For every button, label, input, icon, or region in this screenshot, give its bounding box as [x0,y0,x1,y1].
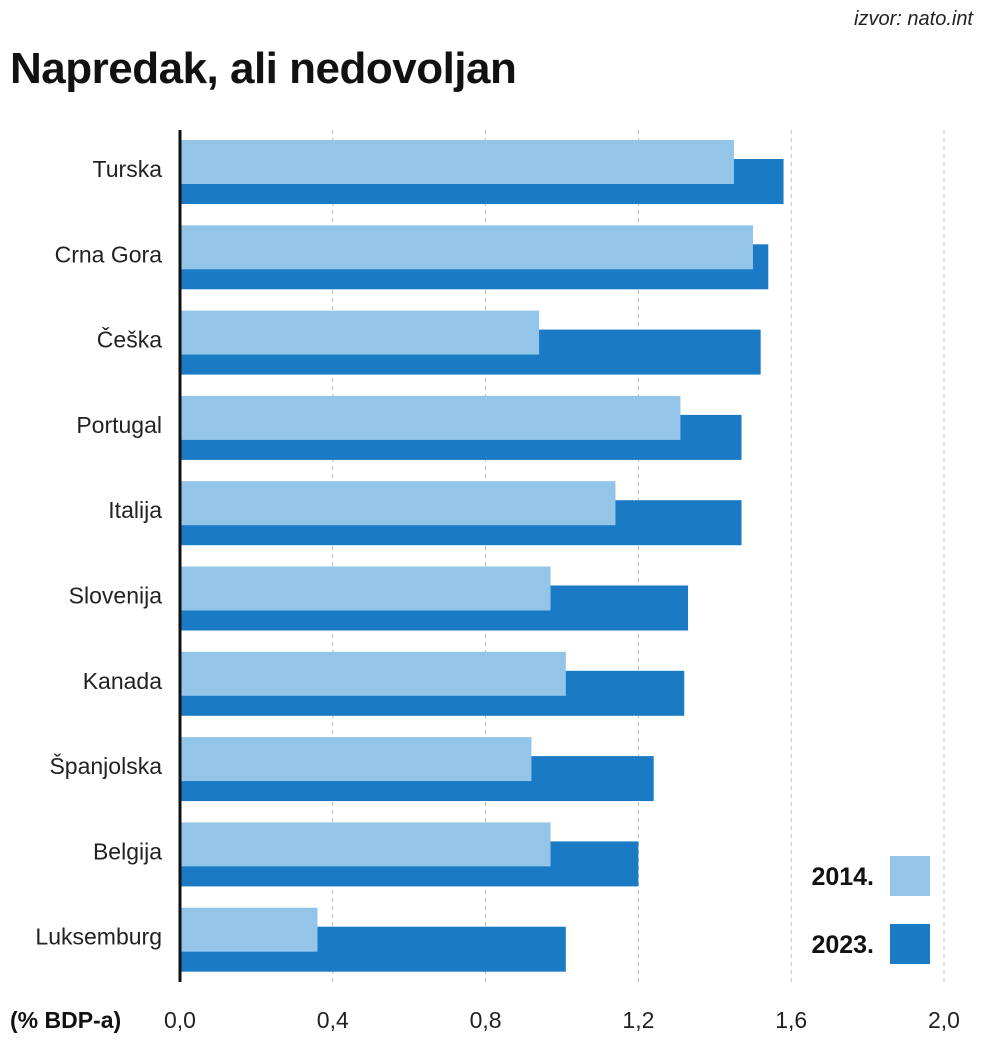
x-tick-label: 1,2 [622,1007,654,1033]
x-tick-label: 0,4 [317,1007,349,1033]
bar-2014 [180,310,540,355]
bar-2014 [180,651,566,696]
chart-title: Napredak, ali nedovoljan [10,44,517,93]
category-label: Slovenija [69,583,163,609]
legend: 2014. 2023. [811,856,930,964]
category-label: Turska [93,156,163,182]
gridlines [332,130,945,982]
x-tick-label: 2,0 [928,1007,960,1033]
bar-2014 [180,481,616,526]
category-label: Kanada [83,668,163,694]
x-tick-label: 0,0 [164,1007,196,1033]
category-label: Crna Gora [55,241,163,267]
category-label: Luksemburg [35,924,162,950]
x-tick-label: 0,8 [470,1007,502,1033]
legend-label: 2014. [811,863,874,891]
bar-2014 [180,907,318,952]
legend-swatch [890,856,930,896]
x-axis-unit-label: (% BDP-a) [10,1007,121,1033]
x-tick-labels: 0,0 0,4 0,8 1,2 1,6 2,0 [164,1007,960,1033]
bar-2014 [180,566,551,611]
x-tick-label: 1,6 [775,1007,807,1033]
bar-2014 [180,140,734,184]
legend-swatch [890,924,930,964]
bars [180,140,784,972]
category-label: Belgija [93,838,162,864]
category-label: Portugal [76,412,162,438]
category-label: Češka [97,326,162,353]
legend-label: 2023. [811,931,874,959]
bar-2014 [180,737,532,782]
source-label: izvor: nato.int [854,8,973,30]
category-label: Španjolska [49,752,162,779]
category-label: Italija [108,497,162,523]
bar-2014 [180,822,551,867]
category-labels: Turska Crna Gora Češka Portugal Italija Slove… [35,156,162,950]
bar-2014 [180,225,753,270]
bar-2014 [180,395,681,440]
